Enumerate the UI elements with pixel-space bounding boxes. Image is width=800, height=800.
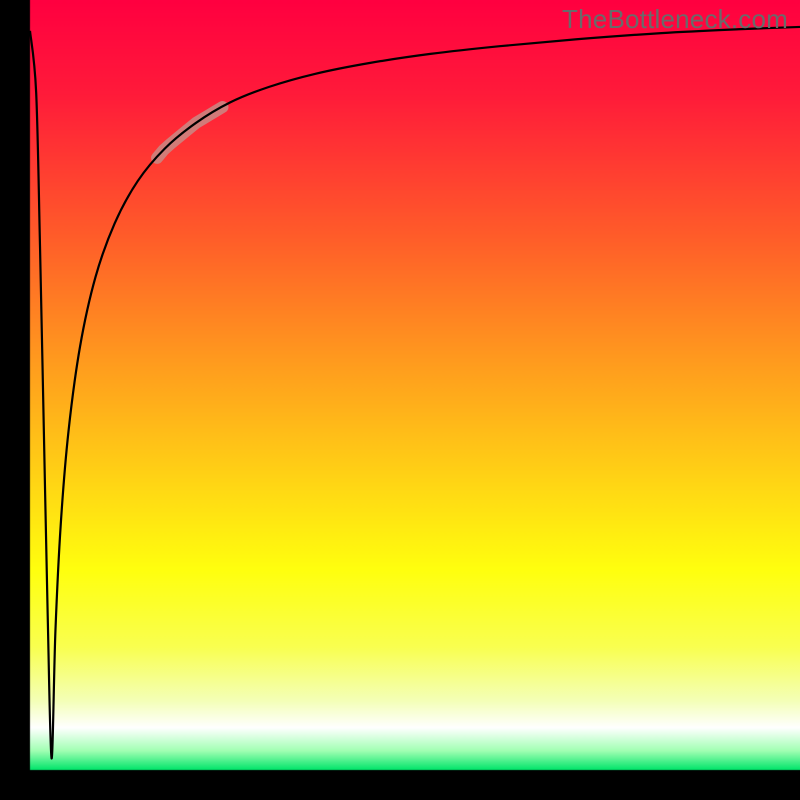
chart-plot: [0, 0, 800, 800]
bottleneck-curve: [30, 27, 800, 759]
highlight-segment: [157, 107, 222, 158]
chart-container: TheBottleneck.com: [0, 0, 800, 800]
watermark-text: TheBottleneck.com: [562, 4, 788, 35]
